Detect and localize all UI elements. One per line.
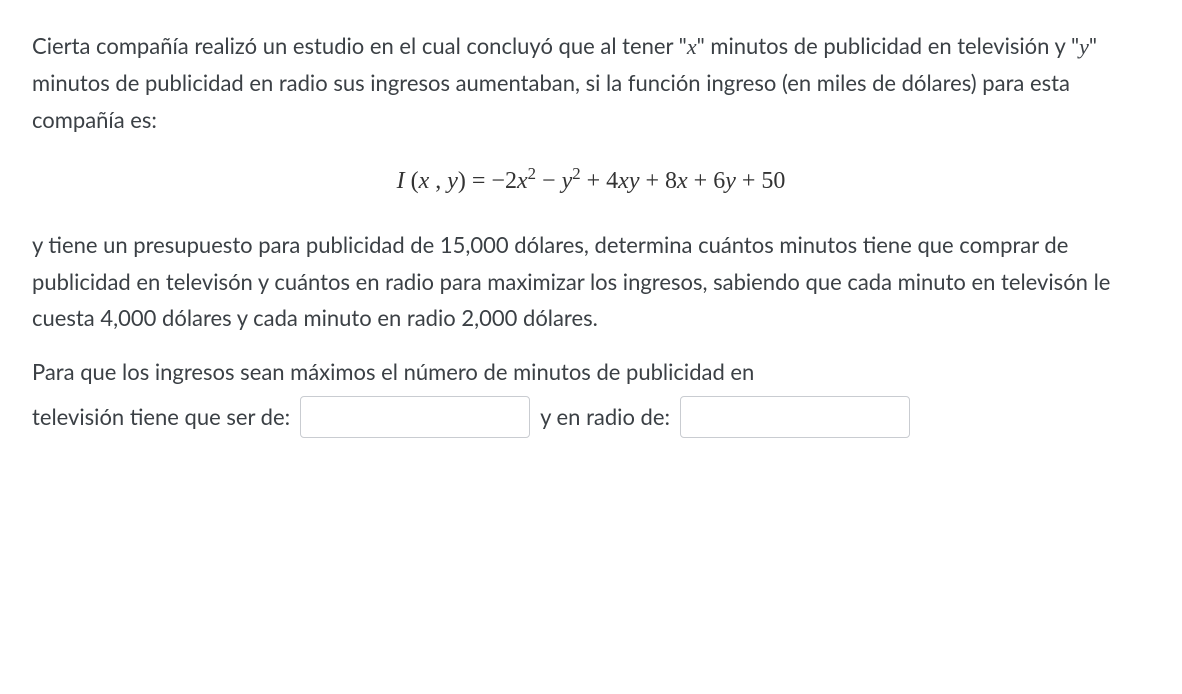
radio-minutes-input[interactable] [680, 396, 910, 438]
problem-paragraph-2: y tiene un presupuesto para publicidad d… [32, 227, 1150, 336]
eq-plus3: + 6 [694, 168, 726, 194]
p1-text-1: Cierta compañía realizó un estudio en el… [32, 32, 687, 59]
answer-line: televisión tiene que ser de: y en radio … [32, 391, 1150, 444]
eq-plus1: + 4 [587, 168, 619, 194]
eq-sup-b: 2 [572, 164, 580, 183]
eq-rparen: ) [458, 168, 466, 194]
label-radio: y en radio de: [540, 391, 670, 444]
inline-var-y: y [1079, 34, 1089, 59]
eq-neg2: −2 [491, 168, 517, 194]
eq-xy-y: y [629, 168, 640, 194]
inline-var-x: x [687, 34, 697, 59]
eq-y2: y [562, 168, 573, 194]
eq-comma: , [429, 168, 447, 194]
eq-x3: x [677, 168, 688, 194]
prompt-line-1: Para que los ingresos sean máximos el nú… [32, 354, 1150, 390]
tv-minutes-input[interactable] [300, 396, 530, 438]
eq-x2: x [517, 168, 528, 194]
eq-equals: = [472, 168, 492, 194]
equation-display: I (x , y) = −2x2 − y2 + 4xy + 8x + 6y + … [32, 160, 1150, 202]
eq-y: y [447, 168, 458, 194]
answer-prompt: Para que los ingresos sean máximos el nú… [32, 354, 1150, 443]
problem-paragraph-1: Cierta compañía realizó un estudio en el… [32, 28, 1150, 138]
eq-plus2: + 8 [645, 168, 677, 194]
eq-lparen: ( [411, 168, 419, 194]
eq-minus1: − [542, 168, 562, 194]
eq-x: x [419, 168, 430, 194]
eq-plus4: + 50 [742, 168, 786, 194]
eq-y3: y [725, 168, 736, 194]
eq-xy-x: x [618, 168, 629, 194]
p1-text-2: " minutos de publicidad en televisión y … [697, 32, 1080, 59]
label-tv: televisión tiene que ser de: [32, 391, 290, 444]
eq-sup-a: 2 [528, 164, 536, 183]
eq-I: I [397, 168, 405, 194]
